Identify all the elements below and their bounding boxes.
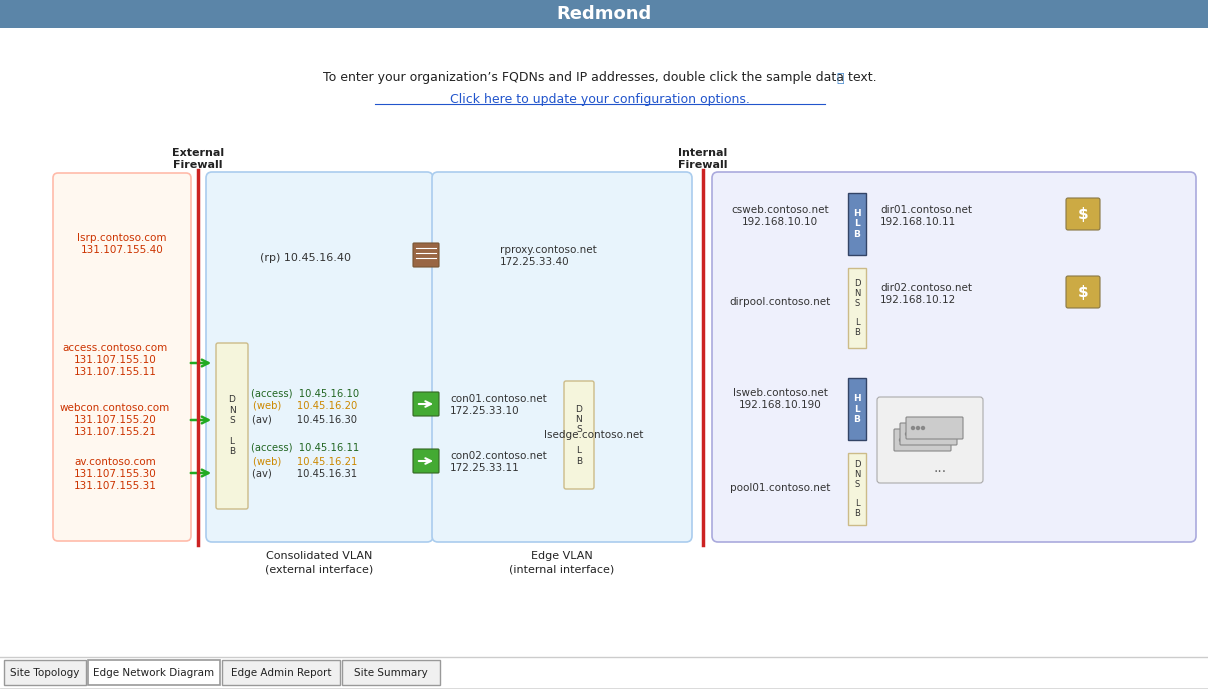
Circle shape <box>916 432 918 436</box>
Text: 131.107.155.30: 131.107.155.30 <box>74 469 156 479</box>
Text: Click here to update your configuration options.: Click here to update your configuration … <box>451 94 750 106</box>
Circle shape <box>912 427 914 430</box>
Text: con01.contoso.net: con01.contoso.net <box>451 394 547 404</box>
Text: rproxy.contoso.net: rproxy.contoso.net <box>500 245 597 255</box>
FancyBboxPatch shape <box>207 172 432 542</box>
Text: 131.107.155.31: 131.107.155.31 <box>74 481 157 491</box>
Text: 131.107.155.40: 131.107.155.40 <box>81 245 163 255</box>
Text: H
L
B: H L B <box>853 394 861 424</box>
FancyBboxPatch shape <box>1065 198 1100 230</box>
Text: 192.168.10.10: 192.168.10.10 <box>742 217 818 227</box>
FancyBboxPatch shape <box>413 449 439 473</box>
Text: External
Firewall: External Firewall <box>172 148 223 170</box>
FancyBboxPatch shape <box>712 172 1196 542</box>
Text: 172.25.33.11: 172.25.33.11 <box>451 463 519 473</box>
Text: ...: ... <box>934 461 947 475</box>
Circle shape <box>917 427 919 430</box>
Text: D
N
S
 
L
B: D N S L B <box>854 460 860 518</box>
Text: pool01.contoso.net: pool01.contoso.net <box>730 483 830 493</box>
FancyBboxPatch shape <box>848 453 866 525</box>
FancyBboxPatch shape <box>877 397 983 483</box>
Text: (av)        10.45.16.31: (av) 10.45.16.31 <box>252 469 358 479</box>
Text: H
L
B: H L B <box>853 209 861 239</box>
FancyBboxPatch shape <box>894 429 951 451</box>
Text: D
N
S
 
L
B: D N S L B <box>854 279 860 337</box>
Text: con02.contoso.net: con02.contoso.net <box>451 451 547 461</box>
Bar <box>342 660 440 685</box>
Bar <box>88 660 220 685</box>
Text: lsweb.contoso.net: lsweb.contoso.net <box>732 388 827 398</box>
FancyBboxPatch shape <box>848 268 866 348</box>
Text: webcon.contoso.com: webcon.contoso.com <box>60 403 170 413</box>
Text: 131.107.155.21: 131.107.155.21 <box>74 427 157 437</box>
Text: access.contoso.com: access.contoso.com <box>63 343 168 353</box>
FancyBboxPatch shape <box>564 381 594 489</box>
Text: 172.25.33.10: 172.25.33.10 <box>451 406 519 416</box>
Text: Internal
Firewall: Internal Firewall <box>678 148 727 170</box>
FancyBboxPatch shape <box>432 172 692 542</box>
FancyBboxPatch shape <box>906 417 963 439</box>
Text: (rp) 10.45.16.40: (rp) 10.45.16.40 <box>260 253 350 263</box>
Text: Redmond: Redmond <box>557 5 651 23</box>
Text: 131.107.155.10: 131.107.155.10 <box>74 355 156 365</box>
Circle shape <box>922 427 924 430</box>
Circle shape <box>905 439 907 441</box>
FancyBboxPatch shape <box>53 173 191 541</box>
Text: (access)  10.45.16.11: (access) 10.45.16.11 <box>251 443 359 453</box>
Text: lsedge.contoso.net: lsedge.contoso.net <box>545 430 644 440</box>
Text: Edge Network Diagram: Edge Network Diagram <box>93 667 215 678</box>
Text: csweb.contoso.net: csweb.contoso.net <box>731 205 829 215</box>
Text: (web)     10.45.16.20: (web) 10.45.16.20 <box>252 401 358 411</box>
Text: D
N
S
 
L
B: D N S L B <box>575 404 582 466</box>
Text: $: $ <box>1078 206 1088 222</box>
FancyBboxPatch shape <box>0 0 1208 28</box>
Text: Edge Admin Report: Edge Admin Report <box>231 667 331 678</box>
Bar <box>222 660 339 685</box>
Text: av.contoso.com: av.contoso.com <box>74 457 156 467</box>
Text: (av)        10.45.16.30: (av) 10.45.16.30 <box>252 414 358 424</box>
Text: 131.107.155.20: 131.107.155.20 <box>74 415 156 425</box>
Circle shape <box>910 439 912 441</box>
FancyBboxPatch shape <box>413 243 439 267</box>
Circle shape <box>906 432 908 436</box>
Text: To enter your organization’s FQDNs and IP addresses, double click the sample dat: To enter your organization’s FQDNs and I… <box>324 72 877 85</box>
Text: Consolidated VLAN
(external interface): Consolidated VLAN (external interface) <box>265 551 373 574</box>
Text: (web)     10.45.16.21: (web) 10.45.16.21 <box>252 456 358 466</box>
Bar <box>4 660 86 685</box>
Text: dir02.contoso.net: dir02.contoso.net <box>879 283 972 293</box>
Text: 172.25.33.40: 172.25.33.40 <box>500 257 570 267</box>
Circle shape <box>900 439 902 441</box>
Text: $: $ <box>1078 284 1088 300</box>
Text: Site Topology: Site Topology <box>11 667 80 678</box>
Text: D
N
S
 
L
B: D N S L B <box>228 395 236 457</box>
FancyBboxPatch shape <box>413 392 439 416</box>
Text: dirpool.contoso.net: dirpool.contoso.net <box>730 297 831 307</box>
Text: 192.168.10.190: 192.168.10.190 <box>738 400 821 410</box>
Text: Edge VLAN
(internal interface): Edge VLAN (internal interface) <box>510 551 615 574</box>
Text: lsrp.contoso.com: lsrp.contoso.com <box>77 233 167 243</box>
FancyBboxPatch shape <box>216 343 248 509</box>
Text: dir01.contoso.net: dir01.contoso.net <box>879 205 972 215</box>
Circle shape <box>911 432 913 436</box>
FancyBboxPatch shape <box>900 423 957 445</box>
Text: 192.168.10.11: 192.168.10.11 <box>879 217 957 227</box>
Text: 192.168.10.12: 192.168.10.12 <box>879 295 957 305</box>
FancyBboxPatch shape <box>848 378 866 440</box>
FancyBboxPatch shape <box>1065 276 1100 308</box>
Text: ⓘ: ⓘ <box>836 72 843 85</box>
Text: 131.107.155.11: 131.107.155.11 <box>74 367 157 377</box>
Text: (access)  10.45.16.10: (access) 10.45.16.10 <box>251 388 359 398</box>
Text: Site Summary: Site Summary <box>354 667 428 678</box>
FancyBboxPatch shape <box>848 193 866 255</box>
